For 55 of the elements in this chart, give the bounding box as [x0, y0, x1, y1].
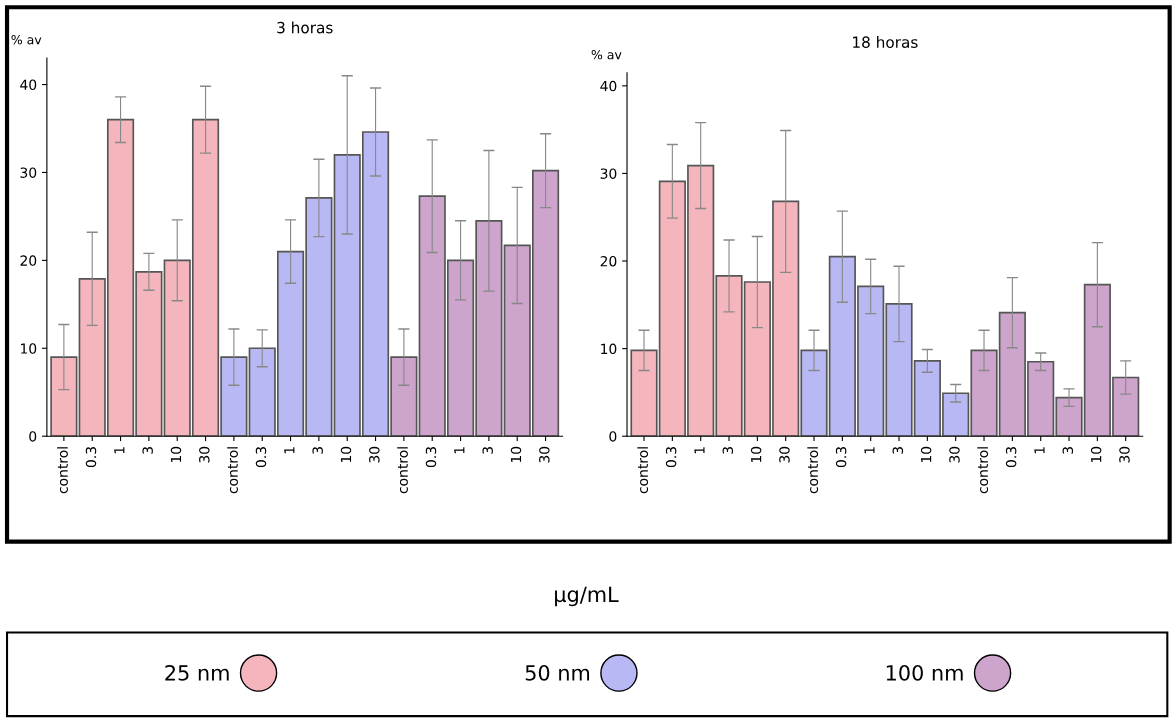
x-tick-label: 1: [454, 447, 465, 454]
y-tick-label: 10: [21, 343, 37, 354]
x-tick-label: 0.3: [255, 447, 267, 468]
x-tick-label: 1: [694, 447, 705, 454]
x-tick-label: 0.3: [425, 447, 437, 468]
y-axis-title: % av: [591, 49, 622, 60]
x-tick-label: 10: [920, 446, 932, 463]
x-tick-label: 1: [864, 447, 875, 454]
x-tick-label: 3: [312, 447, 323, 454]
x-tick-label: 0.3: [85, 447, 97, 468]
x-tick-label: control: [977, 447, 989, 494]
x-tick-label: 30: [199, 446, 210, 463]
x-tick-label: 10: [1090, 446, 1102, 463]
x-tick-label: 10: [750, 446, 762, 463]
y-tick-label: 40: [20, 79, 37, 91]
x-tick-label: 10: [340, 446, 352, 463]
x-tick-label: control: [397, 447, 408, 494]
x-tick-label: 3: [142, 447, 153, 454]
x-tick-label: 30: [1119, 446, 1130, 463]
y-tick-label: 20: [20, 255, 37, 266]
x-tick-label: 1: [1034, 447, 1045, 454]
x-tick-label: 1: [114, 447, 125, 454]
chart-title: 18 horas: [853, 36, 918, 48]
y-tick-label: 10: [601, 343, 617, 355]
y-tick-label: 40: [600, 80, 617, 92]
chart-title: 3 horas: [277, 21, 333, 34]
x-axis-title: µg/mL: [555, 586, 619, 607]
legend-label: 100 nm: [886, 664, 963, 681]
x-tick-label: control: [807, 447, 819, 494]
x-tick-label: 3: [482, 447, 493, 454]
x-tick-label: 0.3: [835, 447, 847, 468]
legend-label: 25 nm: [165, 664, 229, 681]
x-tick-label: 3: [892, 447, 904, 454]
x-tick-label: 0.3: [1005, 447, 1017, 468]
x-tick-label: 10: [510, 446, 522, 463]
y-tick-label: 0: [29, 431, 37, 442]
y-tick-label: 30: [20, 167, 37, 178]
y-tick-label: 30: [600, 168, 617, 179]
x-tick-label: control: [637, 447, 649, 494]
x-tick-label: 30: [779, 446, 790, 463]
x-tick-label: 1: [284, 447, 295, 454]
y-axis-title: % av: [11, 34, 42, 45]
x-tick-label: 30: [949, 446, 960, 463]
x-tick-label: 10: [170, 446, 182, 463]
bar: [50, 356, 78, 437]
x-tick-label: control: [57, 447, 68, 494]
legend-label: 50 nm: [525, 664, 590, 681]
x-tick-label: 30: [369, 446, 380, 463]
x-tick-label: 3: [722, 447, 734, 454]
x-tick-label: 30: [539, 446, 550, 463]
x-tick-label: 3: [1062, 447, 1074, 454]
y-tick-label: 20: [600, 255, 617, 267]
y-tick-label: 0: [609, 431, 617, 442]
x-tick-label: 0.3: [665, 447, 677, 468]
x-tick-label: control: [227, 447, 238, 494]
